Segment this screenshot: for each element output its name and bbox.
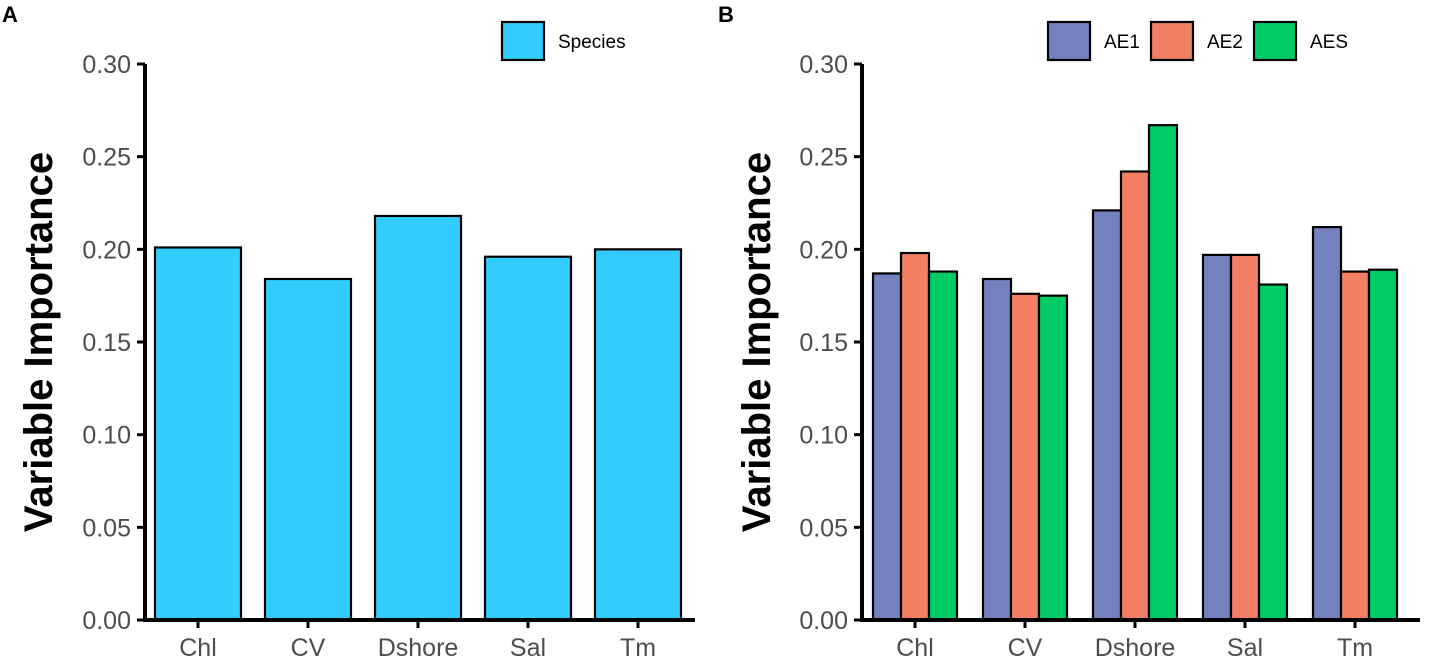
- panel-a-x-tick-label: CV: [291, 634, 326, 662]
- panel-a-label: A: [2, 2, 18, 27]
- panel-b-bar-ae2-tm: [1339, 270, 1371, 622]
- panel-a-legend-label-species: Species: [558, 32, 626, 53]
- panel-b-bar-ae1-cv: [981, 277, 1013, 622]
- panel-b-bar-ae1-dshore: [1091, 209, 1123, 622]
- panel-a-y-tick-label: 0.20: [82, 236, 131, 264]
- panel-b-bar-ae1-tm: [1311, 225, 1343, 622]
- panel-a-y-tick-label: 0.25: [82, 144, 131, 172]
- panel-a-y-tick-label: 0.10: [82, 422, 131, 450]
- panel-b-x-tick-label: Dshore: [1095, 634, 1176, 662]
- panel-a-bar-species-dshore: [373, 214, 463, 622]
- panel-a-y-tick-label: 0.15: [82, 329, 131, 357]
- panel-a-y-tick-label: 0.30: [82, 51, 131, 79]
- panel-a-y-axis-title: Variable Importance: [17, 152, 61, 532]
- panel-b-legend-label-ae2: AE2: [1207, 32, 1243, 53]
- panel-b-y-axis-title: Variable Importance: [735, 152, 779, 532]
- panel-b-x-tick-label: CV: [1008, 634, 1043, 662]
- panel-b-bar-aes-tm: [1367, 268, 1399, 622]
- panel-a-x-tick-label: Dshore: [378, 634, 459, 662]
- panel-b-plot-area: Chl CV Dshore Sal Tm 0.00 0.05 0.10 0.15 0.20 0.25…: [799, 51, 1420, 662]
- panel-a-legend-key-species: [500, 20, 546, 62]
- panel-a-x-tick-label: Chl: [179, 634, 217, 662]
- panel-b-bar-ae2-sal: [1229, 253, 1261, 622]
- panel-b-y-tick-label: 0.20: [799, 236, 848, 264]
- panel-b-x-tick-label: Sal: [1227, 634, 1263, 662]
- panel-b-bar-ae1-sal: [1201, 253, 1233, 622]
- panel-b-y-tick-label: 0.00: [799, 607, 848, 635]
- panel-a-legend: Species: [500, 20, 626, 62]
- panel-a-x-tick-label: Tm: [620, 634, 656, 662]
- panel-b-bar-aes-dshore: [1147, 124, 1179, 622]
- panel-b-y-tick-label: 0.10: [799, 422, 848, 450]
- panel-a: A Variable Importance Species Chl CV Dshor…: [2, 2, 695, 662]
- panel-b-bar-aes-sal: [1257, 283, 1289, 622]
- panel-b-x-tick-label: Tm: [1337, 634, 1373, 662]
- panel-a-bar-species-sal: [483, 255, 573, 622]
- panel-b-bar-ae2-cv: [1009, 292, 1041, 622]
- panel-a-bar-species-chl: [153, 246, 243, 622]
- panel-b: B Variable Importance AE1 AE2 AES Chl CV Dsh…: [718, 2, 1420, 662]
- panel-a-bar-species-cv: [263, 277, 353, 622]
- panel-a-bar-species-tm: [593, 248, 683, 622]
- panel-a-y-tick-label: 0.00: [82, 607, 131, 635]
- panel-b-legend-label-ae1: AE1: [1104, 32, 1140, 53]
- panel-b-legend-key-ae1: [1046, 20, 1092, 62]
- panel-b-label: B: [718, 2, 734, 27]
- panel-b-y-tick-label: 0.15: [799, 329, 848, 357]
- panel-b-bar-aes-cv: [1037, 294, 1069, 622]
- panel-b-legend-key-aes: [1252, 20, 1298, 62]
- panel-b-bar-ae2-dshore: [1119, 170, 1151, 622]
- panel-a-plot-area: Chl CV Dshore Sal Tm 0.00 0.05 0.10 0.15 0.20 0.25…: [82, 51, 695, 662]
- panel-b-legend-label-aes: AES: [1310, 32, 1348, 53]
- panel-b-y-tick-label: 0.05: [799, 514, 848, 542]
- panel-b-bar-aes-chl: [927, 270, 959, 622]
- panel-b-legend: AE1 AE2 AES: [1046, 20, 1348, 62]
- panel-b-x-tick-label: Chl: [896, 634, 934, 662]
- panel-b-bar-ae2-chl: [899, 251, 931, 622]
- panel-b-bar-ae1-chl: [871, 272, 903, 622]
- panel-a-y-tick-label: 0.05: [82, 514, 131, 542]
- panel-b-y-tick-label: 0.25: [799, 144, 848, 172]
- panel-a-x-tick-label: Sal: [510, 634, 546, 662]
- panel-b-legend-key-ae2: [1149, 20, 1195, 62]
- panel-b-y-tick-label: 0.30: [799, 51, 848, 79]
